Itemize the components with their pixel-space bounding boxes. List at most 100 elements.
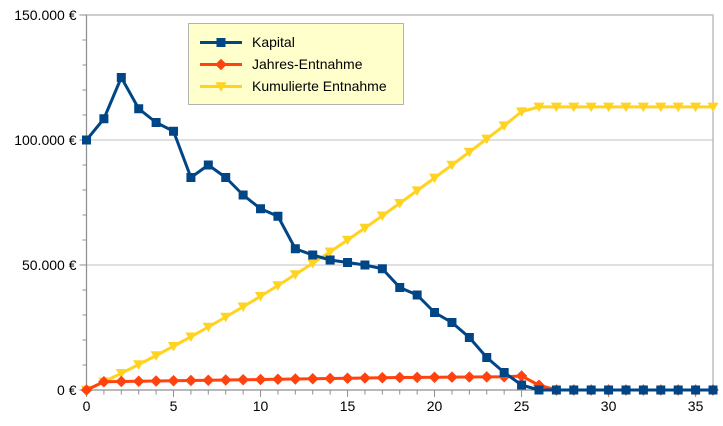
kapital-marker: [343, 258, 353, 267]
x-tick-label: 0: [83, 398, 91, 414]
kapital-marker: [708, 385, 718, 395]
kapital-marker: [604, 385, 614, 395]
jahres-entnahme-marker: [80, 384, 93, 396]
kapital-marker: [203, 160, 213, 170]
jahres-entnahme-marker: [324, 372, 336, 385]
jahres-entnahme-legend-marker: [215, 58, 227, 70]
kapital-marker: [569, 385, 579, 395]
kapital-marker: [482, 353, 492, 362]
kapital-marker: [151, 118, 161, 127]
kapital-marker: [82, 135, 91, 145]
legend-label-kumulierte-entnahme: Kumulierte Entnahme: [252, 78, 387, 94]
jahres-entnahme-marker: [480, 371, 493, 383]
kapital-marker: [256, 204, 266, 214]
kumulierte-entnahme-marker: [150, 351, 162, 361]
y-tick-label: 50.000 €: [22, 257, 77, 273]
kapital-marker: [621, 385, 631, 395]
legend-sample-kapital: [200, 37, 242, 47]
kapital-marker: [308, 250, 318, 260]
kumulierte-entnahme-marker: [254, 292, 267, 302]
kumulierte-entnahme-marker: [498, 121, 510, 131]
kumulierte-entnahme-marker: [515, 107, 528, 117]
jahres-entnahme-marker: [393, 371, 406, 384]
kumulierte-entnahme-marker: [376, 211, 388, 221]
kumulierte-entnahme-marker: [359, 223, 371, 234]
kumulierte-entnahme-marker: [341, 235, 354, 246]
kapital-marker: [638, 385, 648, 395]
kumulierte-entnahme-marker: [115, 369, 127, 379]
kumulierte-entnahme-marker: [655, 102, 667, 113]
kapital-marker: [273, 211, 283, 221]
kumulierte-entnahme-marker: [463, 147, 475, 158]
jahres-entnahme-marker: [115, 375, 128, 388]
jahres-entnahme-marker: [515, 370, 528, 382]
x-tick-label: 10: [253, 398, 269, 414]
legend-label-kapital: Kapital: [252, 34, 295, 50]
kumulierte-entnahme-legend-marker: [215, 81, 227, 92]
kumulierte-entnahme-marker: [446, 160, 458, 171]
kumulierte-entnahme-marker: [202, 322, 214, 333]
x-tick-label: 5: [170, 398, 178, 414]
kapital-marker: [360, 260, 370, 270]
kumulierte-entnahme-marker: [411, 186, 423, 196]
kapital-marker: [169, 126, 179, 136]
legend-item-kumulierte-entnahme: Kumulierte Entnahme: [199, 75, 387, 97]
kumulierte-entnahme-marker: [620, 102, 632, 113]
legend-item-jahres-entnahme: Jahres-Entnahme: [199, 53, 387, 75]
x-tick-label: 25: [514, 398, 530, 414]
kumulierte-entnahme-marker: [307, 259, 319, 269]
kapital-marker: [186, 173, 196, 182]
kapital-marker: [377, 264, 387, 274]
kapital-marker: [656, 385, 666, 395]
jahres-entnahme-marker: [289, 373, 302, 385]
kumulierte-entnahme-marker: [481, 134, 493, 145]
legend-sample-jahres-entnahme: [200, 58, 242, 70]
kumulierte-entnahme-marker: [185, 332, 197, 342]
jahres-entnahme-marker: [219, 374, 232, 386]
x-tick-label: 20: [427, 398, 443, 414]
kumulierte-entnahme-marker: [133, 360, 145, 370]
kumulierte-entnahme-marker: [637, 102, 649, 113]
jahres-entnahme-marker: [411, 371, 423, 384]
kumulierte-entnahme-marker: [689, 102, 702, 113]
kapital-marker: [551, 385, 561, 395]
kumulierte-entnahme-marker: [550, 102, 562, 113]
jahres-entnahme-marker: [237, 373, 249, 386]
y-tick-label: 100.000 €: [14, 132, 76, 148]
jahres-entnahme-marker: [463, 371, 476, 383]
jahres-entnahme-marker: [150, 375, 162, 387]
kumulierte-entnahme-marker: [428, 173, 441, 184]
kumulierte-entnahme-marker: [394, 199, 406, 209]
kumulierte-entnahme-marker: [585, 102, 597, 113]
kapital-legend-marker: [216, 37, 226, 47]
kapital-marker: [99, 114, 109, 124]
kumulierte-entnahme-marker: [672, 102, 684, 113]
jahres-entnahme-marker: [185, 374, 197, 387]
kapital-marker: [517, 380, 527, 390]
kapital-marker: [116, 73, 126, 82]
jahres-entnahme-marker: [428, 371, 441, 384]
kapital-marker: [691, 385, 701, 395]
kumulierte-entnahme-marker: [289, 270, 301, 280]
kumulierte-entnahme-marker: [220, 312, 232, 323]
kumulierte-entnahme-marker: [272, 281, 284, 291]
kapital-marker: [499, 368, 509, 377]
kapital-marker: [221, 173, 231, 182]
kumulierte-entnahme-marker: [324, 247, 336, 257]
jahres-entnahme-marker: [376, 371, 389, 384]
kapital-marker: [447, 318, 457, 327]
legend-label-jahres-entnahme: Jahres-Entnahme: [252, 56, 363, 72]
jahres-entnahme-marker: [254, 373, 267, 386]
jahres-entnahme-marker: [446, 371, 458, 383]
kapital-marker: [673, 385, 683, 395]
legend-item-kapital: Kapital: [199, 31, 387, 53]
kapital-marker: [290, 244, 300, 254]
kapital-marker: [534, 385, 544, 395]
jahres-entnahme-marker: [98, 375, 110, 388]
chart-legend: Kapital Jahres-Entnahme Kumulierte Entna…: [188, 23, 404, 105]
kapital-marker: [395, 283, 405, 292]
y-tick-label: 150.000 €: [14, 7, 76, 23]
kumulierte-entnahme-marker: [602, 102, 615, 113]
